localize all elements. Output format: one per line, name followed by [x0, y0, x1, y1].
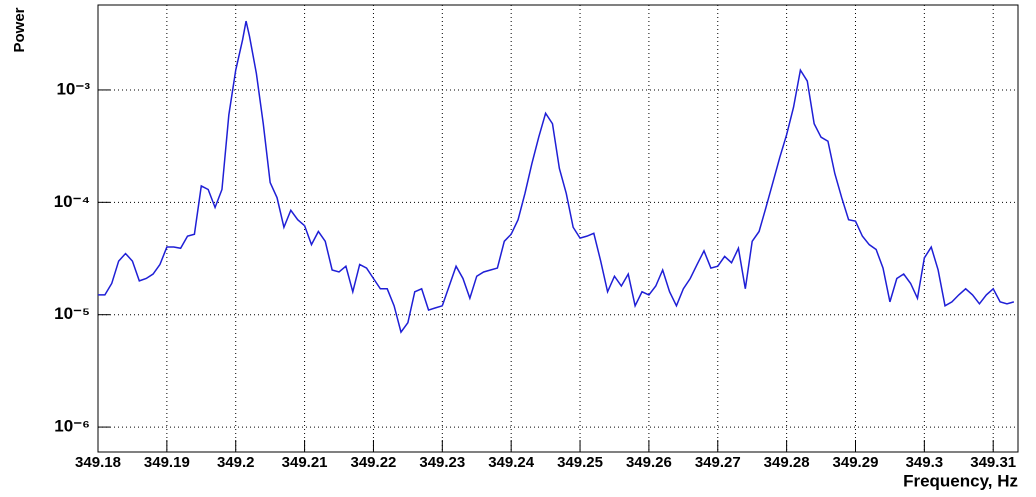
x-axis-label: Frequency, Hz: [903, 471, 1018, 490]
x-tick-label: 349.28: [764, 454, 810, 471]
x-tick-label: 349.21: [282, 454, 328, 471]
x-tick-label: 349.18: [75, 454, 121, 471]
y-tick-label: 10⁻⁴: [54, 192, 90, 211]
x-tick-label: 349.29: [833, 454, 879, 471]
x-tick-label: 349.25: [557, 454, 603, 471]
x-tick-label: 349.19: [144, 454, 190, 471]
data-line: [98, 20, 1015, 334]
x-tick-label: 349.31: [970, 454, 1016, 471]
y-tick-label: 10⁻⁵: [54, 304, 90, 323]
x-tick-label: 349.24: [488, 454, 535, 471]
x-tick-label: 349.22: [351, 454, 397, 471]
y-axis-label: Power: [11, 7, 28, 52]
x-tick-label: 349.2: [217, 454, 255, 471]
x-tick-label: 349.23: [419, 454, 465, 471]
y-tick-label: 10⁻³: [56, 79, 90, 98]
y-tick-label: 10⁻⁶: [54, 417, 90, 436]
x-tick-label: 349.26: [626, 454, 672, 471]
x-tick-label: 349.3: [906, 454, 944, 471]
x-tick-label: 349.27: [695, 454, 741, 471]
plot-frame: [97, 4, 1019, 453]
